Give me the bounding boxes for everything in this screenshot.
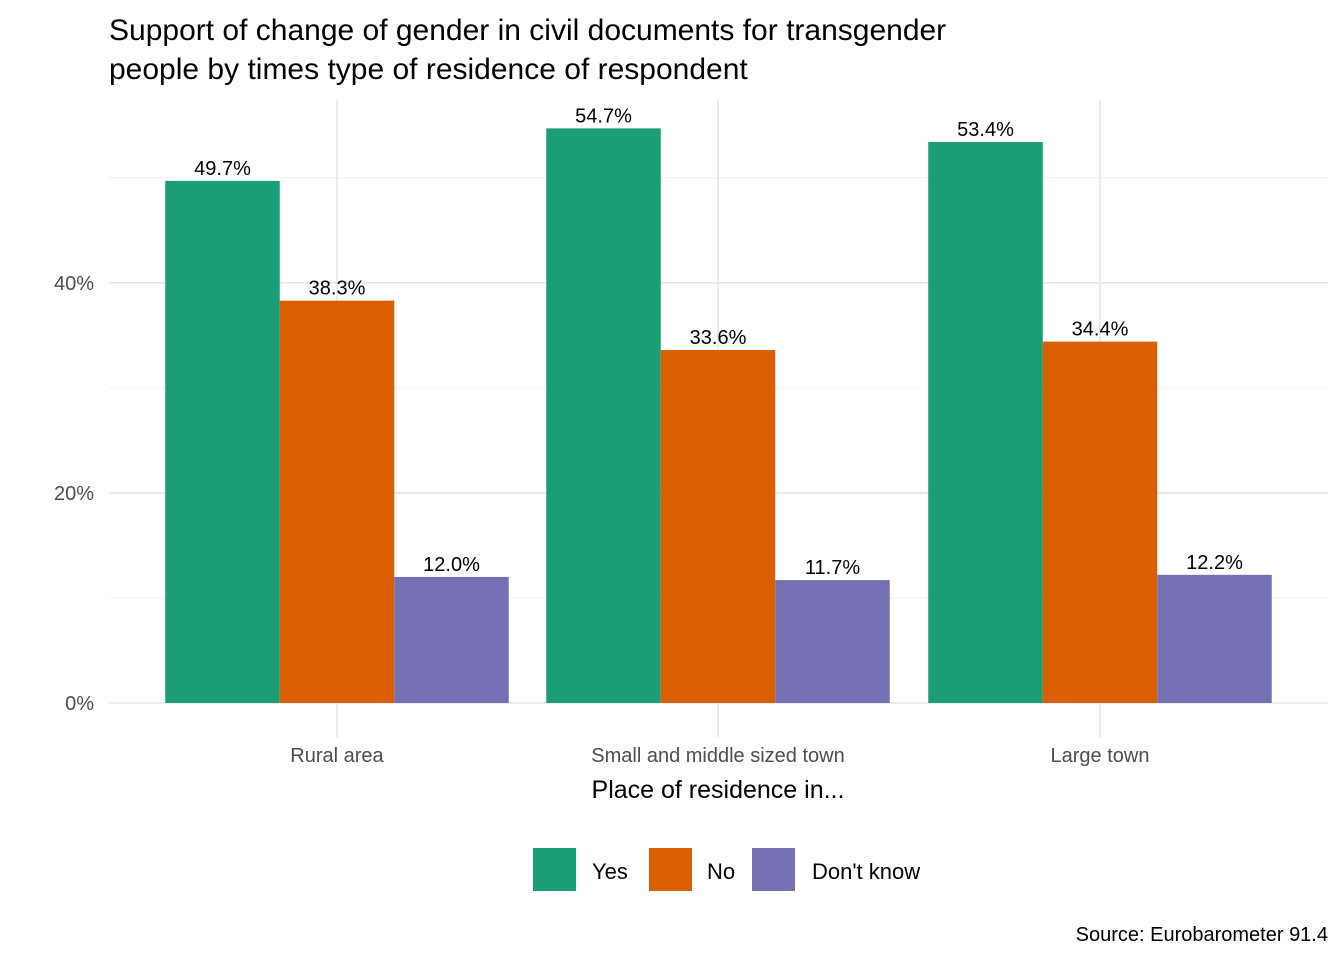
legend-key <box>533 848 576 891</box>
bar <box>928 142 1043 704</box>
x-tick-label: Rural area <box>290 745 384 767</box>
legend-label: Don't know <box>812 859 920 884</box>
chart-title: Support of change of gender in civil doc… <box>109 14 955 86</box>
bar <box>1157 574 1272 703</box>
legend-label: No <box>707 859 735 884</box>
y-tick-label: 20% <box>54 483 94 505</box>
bar-value-label: 53.4% <box>957 119 1014 141</box>
x-axis-title: Place of residence in... <box>592 776 845 804</box>
legend-key <box>752 848 795 891</box>
bar-value-label: 12.2% <box>1186 552 1243 574</box>
bar <box>546 128 661 703</box>
legend: Yes No Don't know <box>533 848 920 891</box>
bar <box>279 300 395 703</box>
chart-title-line-2: people by times type of residence of res… <box>109 53 748 86</box>
bar-value-label: 12.0% <box>423 554 480 576</box>
bar-value-label: 38.3% <box>309 278 366 300</box>
chart-title-line-1: Support of change of gender in civil doc… <box>109 14 946 47</box>
x-tick-label: Small and middle sized town <box>591 745 844 767</box>
bar-value-label: 33.6% <box>690 327 747 349</box>
bar <box>165 180 280 703</box>
bar-value-label: 49.7% <box>194 158 251 180</box>
bar-value-label: 54.7% <box>575 105 632 127</box>
bar <box>775 580 890 703</box>
legend-key <box>649 848 692 891</box>
x-axis-tick-labels: Rural area Small and middle sized town Lar… <box>290 745 1149 767</box>
bar-value-label: 34.4% <box>1072 319 1129 341</box>
y-tick-label: 40% <box>54 273 94 295</box>
bar <box>660 350 776 703</box>
bar <box>1042 341 1158 703</box>
x-tick-label: Large town <box>1051 745 1150 767</box>
bars <box>165 128 1272 704</box>
y-axis-tick-labels: 0% 20% 40% <box>54 273 94 715</box>
bar-data-labels: 49.7% 38.3% 12.0% 54.7% 33.6% 11.7% 53.4% 34.4%… <box>194 105 1243 579</box>
legend-label: Yes <box>592 859 628 884</box>
y-tick-label: 0% <box>65 693 94 715</box>
bar-value-label: 11.7% <box>805 557 860 579</box>
source-caption: Source: Eurobarometer 91.4 <box>1076 924 1328 946</box>
bar <box>394 576 509 703</box>
